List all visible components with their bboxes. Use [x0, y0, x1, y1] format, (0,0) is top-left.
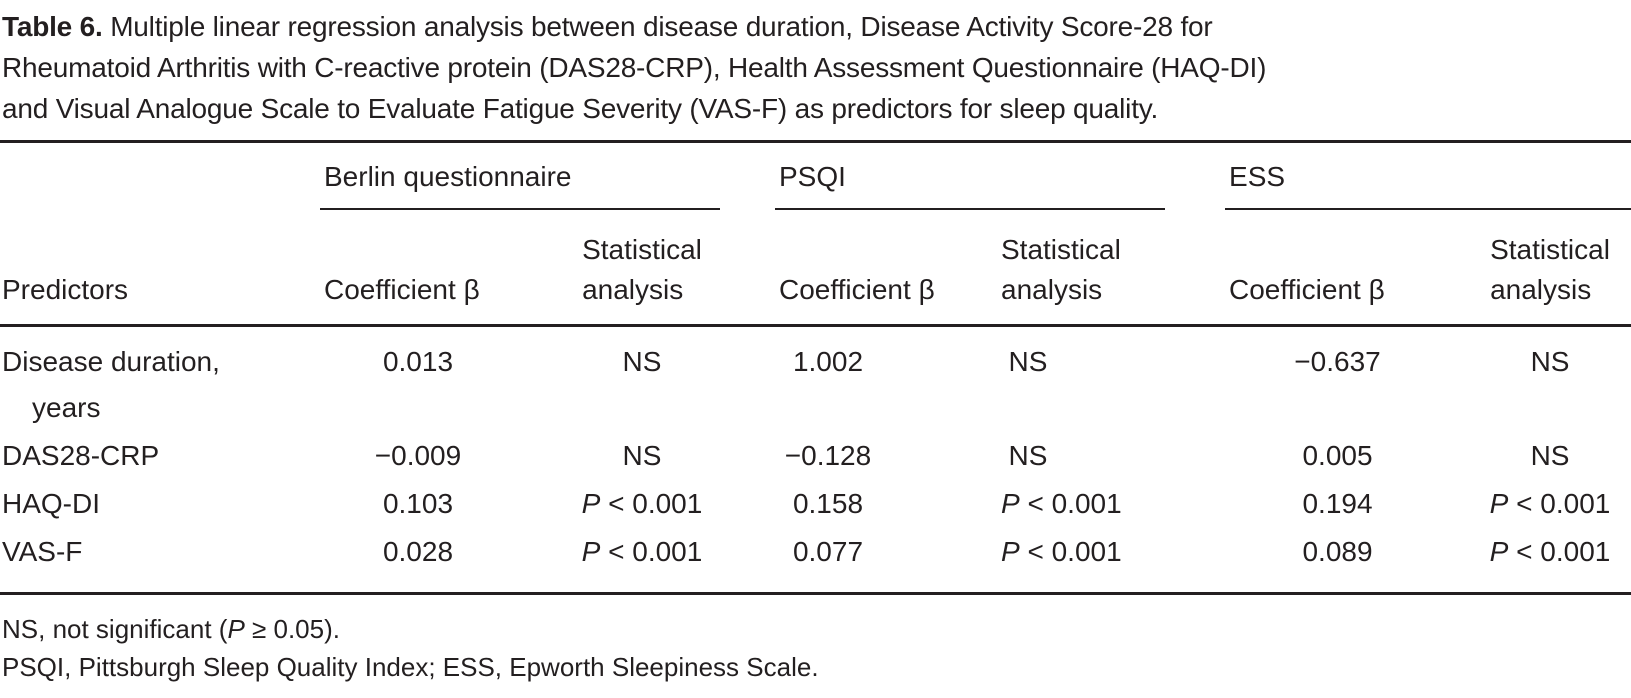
- group-label-berlin: Berlin questionnaire: [324, 161, 572, 192]
- column-gap: [720, 528, 775, 594]
- regression-table: Berlin questionnaire PSQI ESS Predictors…: [0, 140, 1631, 595]
- group-header-row: Berlin questionnaire PSQI ESS: [0, 141, 1631, 210]
- column-header-row: Predictors Coefficient β Statistical anal…: [0, 209, 1631, 327]
- cell-psqi-statistical: P < 0.001: [1000, 480, 1165, 528]
- p-symbol: P: [581, 536, 601, 567]
- cell-berlin-statistical: P < 0.001: [555, 528, 720, 594]
- cell-ess-statistical: NS: [1450, 432, 1631, 480]
- cell-ess-statistical: P < 0.001: [1450, 528, 1631, 594]
- p-symbol: P: [1001, 488, 1020, 519]
- row-label-haq-di: HAQ-DI: [2, 488, 100, 519]
- column-gap: [720, 142, 775, 210]
- title-line-1: Multiple linear regression analysis betw…: [110, 11, 1213, 42]
- cell-psqi-coefficient: 1.002: [792, 346, 864, 377]
- cell-berlin-coefficient: −0.009: [374, 440, 462, 471]
- table-row-vas-f: VAS-F 0.028 P < 0.001 0.077 P < 0.001 0.…: [0, 528, 1631, 594]
- footnote-text: NS, not significant (: [2, 614, 228, 644]
- cell-berlin-statistical: NS: [555, 432, 720, 480]
- cell-psqi-statistical: NS: [1000, 326, 1165, 433]
- row-label-line2: years: [32, 392, 101, 423]
- stat-value: NS: [1530, 440, 1570, 471]
- corner-cell: [0, 142, 320, 210]
- statistical-header-line2: analysis: [1001, 274, 1103, 305]
- cell-psqi-coefficient: 0.158: [792, 488, 864, 519]
- column-gap: [720, 480, 775, 528]
- column-gap: [1165, 209, 1226, 327]
- statistical-header-line2: analysis: [1490, 274, 1592, 305]
- row-label-vas-f: VAS-F: [2, 536, 83, 567]
- statistical-header-line1: Statistical: [1001, 234, 1121, 265]
- stat-value: NS: [1008, 440, 1048, 471]
- cell-berlin-coefficient: 0.028: [382, 536, 454, 567]
- column-gap: [1165, 432, 1225, 480]
- row-label-disease-duration: Disease duration, years: [0, 326, 320, 433]
- column-header-statistical-psqi: Statistical analysis: [1000, 209, 1166, 327]
- title-line-3: and Visual Analogue Scale to Evaluate Fa…: [2, 93, 1159, 124]
- footnote-abbreviations: PSQI, Pittsburgh Sleep Quality Index; ES…: [2, 652, 819, 682]
- footnote-text: ≥ 0.05).: [244, 614, 340, 644]
- stat-value: < 0.001: [1508, 488, 1611, 519]
- cell-ess-coefficient: 0.005: [1302, 440, 1373, 471]
- column-gap: [1165, 480, 1225, 528]
- row-label-line1: Disease duration,: [2, 346, 220, 377]
- stat-value: < 0.001: [600, 536, 703, 567]
- p-symbol: P: [1001, 536, 1020, 567]
- table-footnotes: NS, not significant (P ≥ 0.05). PSQI, Pi…: [2, 610, 1631, 686]
- cell-berlin-statistical: P < 0.001: [555, 480, 720, 528]
- statistical-header-line2: analysis: [582, 274, 684, 305]
- group-header-berlin: Berlin questionnaire: [320, 141, 720, 210]
- group-label-ess: ESS: [1229, 161, 1286, 192]
- title-line-2: Rheumatoid Arthritis with C-reactive pro…: [2, 52, 1267, 83]
- group-label-psqi: PSQI: [779, 161, 846, 192]
- cell-ess-coefficient: 0.194: [1302, 488, 1373, 519]
- p-symbol: P: [227, 614, 245, 644]
- cell-ess-statistical: NS: [1450, 326, 1631, 433]
- cell-ess-statistical: P < 0.001: [1450, 480, 1631, 528]
- table-row-das28-crp: DAS28-CRP −0.009 NS −0.128 NS 0.005 NS: [0, 432, 1631, 480]
- stat-value: NS: [622, 440, 662, 471]
- statistical-header-line1: Statistical: [582, 234, 702, 265]
- column-header-coefficient-ess: Coefficient β: [1225, 209, 1451, 327]
- column-gap: [1165, 142, 1225, 210]
- group-header-ess: ESS: [1225, 141, 1631, 210]
- stat-value: < 0.001: [1508, 536, 1611, 567]
- cell-psqi-coefficient: 0.077: [792, 536, 864, 567]
- stat-value: NS: [1530, 346, 1570, 377]
- column-gap: [720, 432, 775, 480]
- cell-psqi-statistical: P < 0.001: [1000, 528, 1165, 594]
- group-header-psqi: PSQI: [775, 141, 1166, 210]
- column-header-statistical-ess: Statistical analysis: [1450, 209, 1631, 327]
- cell-berlin-coefficient: 0.103: [382, 488, 454, 519]
- stat-value: < 0.001: [1019, 488, 1122, 519]
- cell-ess-coefficient: −0.637: [1294, 346, 1381, 377]
- row-label-das28-crp: DAS28-CRP: [2, 440, 160, 471]
- cell-berlin-statistical: NS: [555, 326, 720, 433]
- cell-psqi-coefficient: −0.128: [784, 440, 872, 471]
- footnote-significance: NS, not significant (P ≥ 0.05).: [2, 610, 1631, 648]
- p-symbol: P: [1489, 536, 1509, 567]
- column-gap: [1165, 326, 1225, 433]
- cell-ess-coefficient: 0.089: [1302, 536, 1373, 567]
- table-number-label: Table 6.: [2, 11, 103, 42]
- cell-berlin-coefficient: 0.013: [382, 346, 454, 377]
- column-gap: [720, 326, 775, 433]
- stat-value: NS: [622, 346, 662, 377]
- column-header-coefficient-berlin: Coefficient β: [320, 209, 555, 327]
- statistical-header-line1: Statistical: [1490, 234, 1610, 265]
- stat-value: < 0.001: [600, 488, 703, 519]
- stat-value: NS: [1008, 346, 1048, 377]
- p-symbol: P: [1489, 488, 1509, 519]
- stat-value: < 0.001: [1019, 536, 1122, 567]
- column-gap: [720, 209, 775, 327]
- column-header-statistical-berlin: Statistical analysis: [555, 209, 720, 327]
- table-title: Table 6. Multiple linear regression anal…: [2, 6, 1631, 129]
- column-header-coefficient-psqi: Coefficient β: [775, 209, 1000, 327]
- p-symbol: P: [581, 488, 601, 519]
- column-gap: [1165, 528, 1225, 594]
- table-row-haq-di: HAQ-DI 0.103 P < 0.001 0.158 P < 0.001 0…: [0, 480, 1631, 528]
- predictor-column-header: Predictors: [0, 209, 320, 327]
- cell-psqi-statistical: NS: [1000, 432, 1165, 480]
- table-row-disease-duration: Disease duration, years 0.013 NS 1.002 NS…: [0, 326, 1631, 433]
